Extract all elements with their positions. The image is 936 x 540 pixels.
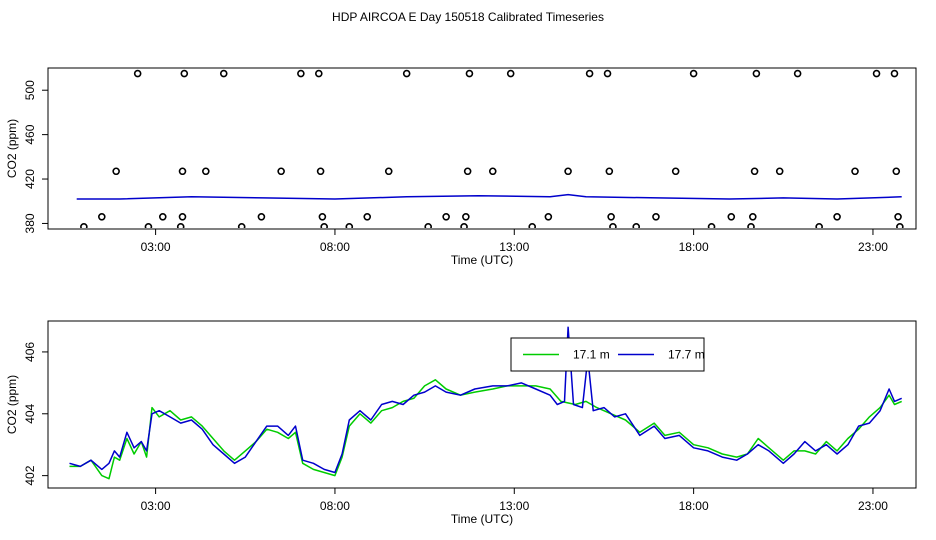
top-y-tick-label: 500 — [23, 80, 37, 100]
top-data-point — [465, 69, 474, 78]
bottom-legend: 17.1 m 17.7 m — [510, 337, 705, 372]
top-x-tick-label: 08:00 — [320, 240, 350, 254]
top-data-point — [707, 222, 716, 228]
top-data-point — [112, 167, 120, 176]
top-data-point — [544, 212, 553, 221]
top-data-point — [671, 167, 680, 176]
top-x-tick-label: 23:00 — [858, 240, 888, 254]
top-plot-frame — [47, 67, 917, 230]
bottom-x-tick-label: 23:00 — [858, 499, 888, 513]
top-y-axis-label: CO2 (ppm) — [5, 119, 19, 178]
top-data-point — [219, 69, 228, 78]
top-plot-area — [76, 69, 904, 228]
top-data-point — [158, 212, 167, 221]
bottom-x-axis-label: Time (UTC) — [451, 512, 513, 526]
top-data-point — [689, 69, 698, 78]
top-data-point — [652, 212, 660, 221]
top-data-point — [892, 167, 901, 176]
bottom-plot-area — [69, 326, 902, 480]
top-data-point — [257, 212, 266, 221]
top-data-point — [894, 212, 902, 221]
top-data-point — [237, 222, 246, 228]
top-data-point — [442, 212, 450, 221]
top-data-point — [872, 69, 881, 78]
top-data-point — [833, 212, 841, 221]
bottom-series-17-7-m — [69, 326, 902, 474]
top-data-point — [506, 69, 515, 78]
page-title: HDP AIRCOA E Day 150518 Calibrated Times… — [332, 10, 604, 24]
top-data-point — [775, 167, 784, 176]
top-data-point — [202, 167, 210, 176]
top-x-tick-label: 03:00 — [141, 240, 171, 254]
top-data-point — [297, 69, 305, 78]
top-data-point — [462, 212, 470, 221]
top-data-point — [424, 222, 432, 228]
top-data-point — [180, 69, 189, 78]
bottom-y-axis-label: CO2 (ppm) — [5, 375, 19, 434]
bottom-y-tick-label: 406 — [23, 342, 37, 362]
top-data-point — [605, 167, 614, 176]
top-panel-scatter: 03:00 08:00 13:00 18:00 23:00 380 420 460 500 Tim… — [5, 67, 917, 267]
top-data-point — [176, 222, 185, 228]
top-data-point — [896, 222, 904, 228]
top-data-point — [609, 222, 617, 228]
top-y-tick-label: 380 — [23, 213, 37, 233]
bottom-series-17-1-m — [69, 379, 902, 480]
top-data-point — [178, 167, 187, 176]
bottom-plot-frame — [47, 320, 917, 489]
legend-box — [510, 337, 705, 372]
top-data-point — [460, 222, 468, 228]
top-data-point — [564, 167, 572, 176]
top-data-point — [890, 69, 899, 78]
top-data-point — [750, 167, 759, 176]
top-data-point — [144, 222, 153, 228]
top-data-point — [133, 69, 142, 78]
top-data-point — [607, 212, 615, 221]
legend-entry-label: 17.1 m — [573, 348, 610, 362]
top-x-tick-label: 18:00 — [679, 240, 709, 254]
bottom-panel-line: 03:00 08:00 13:00 18:00 23:00 402 404 406 Time (… — [5, 320, 917, 526]
top-y-tick-label: 420 — [23, 169, 37, 189]
top-data-point — [80, 222, 88, 228]
top-data-point — [528, 222, 537, 228]
top-x-axis-label: Time (UTC) — [451, 253, 513, 267]
top-data-point — [384, 167, 393, 176]
top-data-point — [851, 167, 859, 176]
top-data-point — [277, 167, 285, 176]
top-data-point — [632, 222, 641, 228]
top-y-tick-label: 460 — [23, 124, 37, 144]
top-data-point — [585, 69, 594, 78]
bottom-x-tick-label: 18:00 — [679, 499, 709, 513]
top-data-point — [752, 69, 761, 78]
top-data-point — [793, 69, 802, 78]
top-data-point — [178, 212, 187, 221]
bottom-y-tick-label: 402 — [23, 465, 37, 485]
top-data-point — [815, 222, 823, 228]
top-x-tick-label: 13:00 — [499, 240, 529, 254]
top-data-point — [315, 69, 323, 78]
top-data-point — [603, 69, 612, 78]
top-data-point — [320, 222, 328, 228]
top-data-point — [402, 69, 411, 78]
top-series-line — [76, 193, 902, 200]
bottom-x-tick-label: 03:00 — [141, 499, 171, 513]
top-data-point — [345, 222, 354, 228]
top-data-point — [749, 212, 757, 221]
top-data-point — [318, 212, 327, 221]
top-data-point — [316, 167, 325, 176]
legend-entry-label: 17.7 m — [668, 348, 705, 362]
top-data-point — [727, 212, 736, 221]
top-data-point — [363, 212, 372, 221]
bottom-x-tick-label: 13:00 — [499, 499, 529, 513]
top-data-point — [488, 167, 497, 176]
bottom-x-tick-label: 08:00 — [320, 499, 350, 513]
top-data-point — [463, 167, 472, 176]
bottom-y-tick-label: 404 — [23, 403, 37, 423]
top-data-point — [98, 212, 106, 221]
top-data-point — [747, 222, 755, 228]
